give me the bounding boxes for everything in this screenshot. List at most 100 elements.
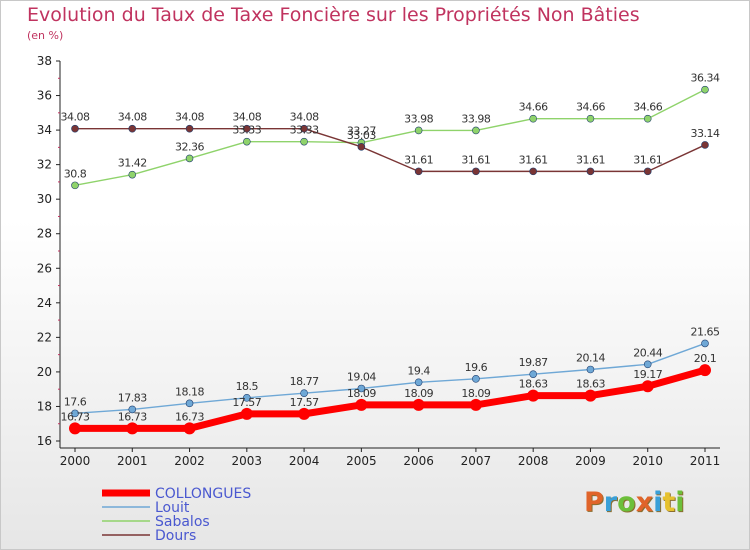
data-point (243, 137, 251, 146)
data-label: 18.09 (461, 387, 490, 400)
y-tick-label: 28 (37, 227, 52, 241)
data-point (586, 365, 595, 374)
x-tick-label: 2011 (690, 454, 721, 468)
y-tick-label: 32 (37, 158, 52, 172)
data-label: 31.61 (576, 153, 605, 166)
data-point (527, 389, 540, 402)
logo-letter: t (662, 487, 676, 518)
data-point (414, 378, 423, 387)
legend-label: Louit (155, 500, 190, 516)
data-label: 33.03 (347, 129, 376, 142)
data-label: 20.44 (633, 346, 662, 359)
data-label: 16.73 (118, 410, 147, 423)
logo-letter: i (653, 487, 663, 518)
data-point (243, 124, 251, 133)
x-tick-label: 2001 (117, 454, 148, 468)
x-tick-label: 2006 (403, 454, 434, 468)
data-label: 19.17 (633, 368, 662, 381)
data-label: 34.66 (519, 101, 548, 114)
y-tick-label: 36 (37, 89, 52, 103)
logo-letter: i (675, 487, 685, 518)
data-label: 18.18 (175, 385, 204, 398)
logo-letter: P (584, 487, 604, 518)
legend-label: Sabalos (155, 514, 210, 530)
data-label: 34.08 (175, 111, 204, 124)
y-tick-label: 24 (37, 296, 52, 310)
data-label: 17.83 (118, 391, 147, 404)
data-label: 34.66 (576, 101, 605, 114)
logo-letter: x (635, 487, 654, 518)
data-label: 31.61 (461, 153, 490, 166)
data-point (414, 167, 423, 176)
data-label: 17.57 (290, 396, 319, 409)
data-point (185, 154, 194, 163)
data-label: 18.63 (576, 378, 605, 391)
data-label: 33.98 (461, 112, 490, 125)
chart-subtitle: (en %) (27, 29, 64, 42)
y-tick-label: 18 (37, 399, 52, 413)
x-tick-label: 2010 (632, 454, 663, 468)
x-tick-label: 2007 (461, 454, 492, 468)
y-tick-label: 26 (37, 261, 52, 275)
y-tick-label: 20 (37, 365, 52, 379)
logo-letter: r (603, 487, 618, 518)
data-point (412, 398, 425, 411)
data-label: 31.61 (633, 153, 662, 166)
data-point (586, 114, 595, 123)
data-point (643, 114, 652, 123)
data-label: 30.8 (64, 167, 87, 180)
data-point (701, 141, 709, 149)
data-label: 18.77 (290, 375, 319, 388)
data-label: 34.08 (118, 111, 147, 124)
data-point (472, 167, 480, 176)
data-label: 33.33 (290, 124, 319, 137)
data-point (472, 126, 480, 135)
logo-letter: o (617, 487, 636, 518)
y-tick-label: 22 (37, 330, 52, 344)
chart-title: Evolution du Taux de Taxe Foncière sur l… (27, 4, 640, 26)
series-line-sabalos (74, 88, 706, 187)
data-label: 33.33 (232, 124, 261, 137)
data-label: 16.73 (61, 410, 90, 423)
legend-label: Dours (155, 528, 196, 544)
data-label: 33.14 (691, 127, 720, 140)
series-line-collongues (71, 366, 709, 432)
data-point (357, 384, 366, 393)
data-label: 34.08 (232, 111, 261, 124)
data-point (71, 181, 79, 190)
data-label: 20.1 (694, 352, 717, 365)
data-point (185, 399, 194, 408)
data-point (300, 124, 308, 133)
x-tick-label: 2002 (174, 454, 205, 468)
data-point (586, 167, 595, 176)
data-label: 36.34 (691, 72, 720, 85)
data-point (472, 375, 480, 383)
data-label: 19.4 (407, 364, 430, 377)
y-tick-label: 30 (37, 192, 52, 206)
data-label: 34.66 (633, 101, 662, 114)
series-line-dours (74, 128, 706, 173)
x-tick-label: 2005 (346, 454, 377, 468)
data-label: 18.09 (347, 387, 376, 400)
data-label: 34.08 (290, 111, 319, 124)
data-point (128, 170, 137, 179)
data-label: 31.61 (519, 153, 548, 166)
data-point (357, 143, 366, 151)
data-label: 19.87 (519, 356, 548, 369)
data-point (183, 422, 196, 435)
x-tick-label: 2008 (518, 454, 549, 468)
data-point (128, 124, 137, 133)
data-point (355, 398, 368, 411)
data-label: 16.73 (175, 410, 204, 423)
data-point (128, 405, 137, 414)
data-point (643, 360, 652, 369)
x-tick-label: 2000 (60, 454, 91, 468)
data-label: 18.09 (404, 387, 433, 400)
data-point (643, 167, 652, 176)
data-label: 34.08 (61, 111, 90, 124)
y-tick-label: 16 (37, 434, 52, 448)
data-point (414, 126, 423, 135)
data-label: 19.04 (347, 370, 376, 383)
